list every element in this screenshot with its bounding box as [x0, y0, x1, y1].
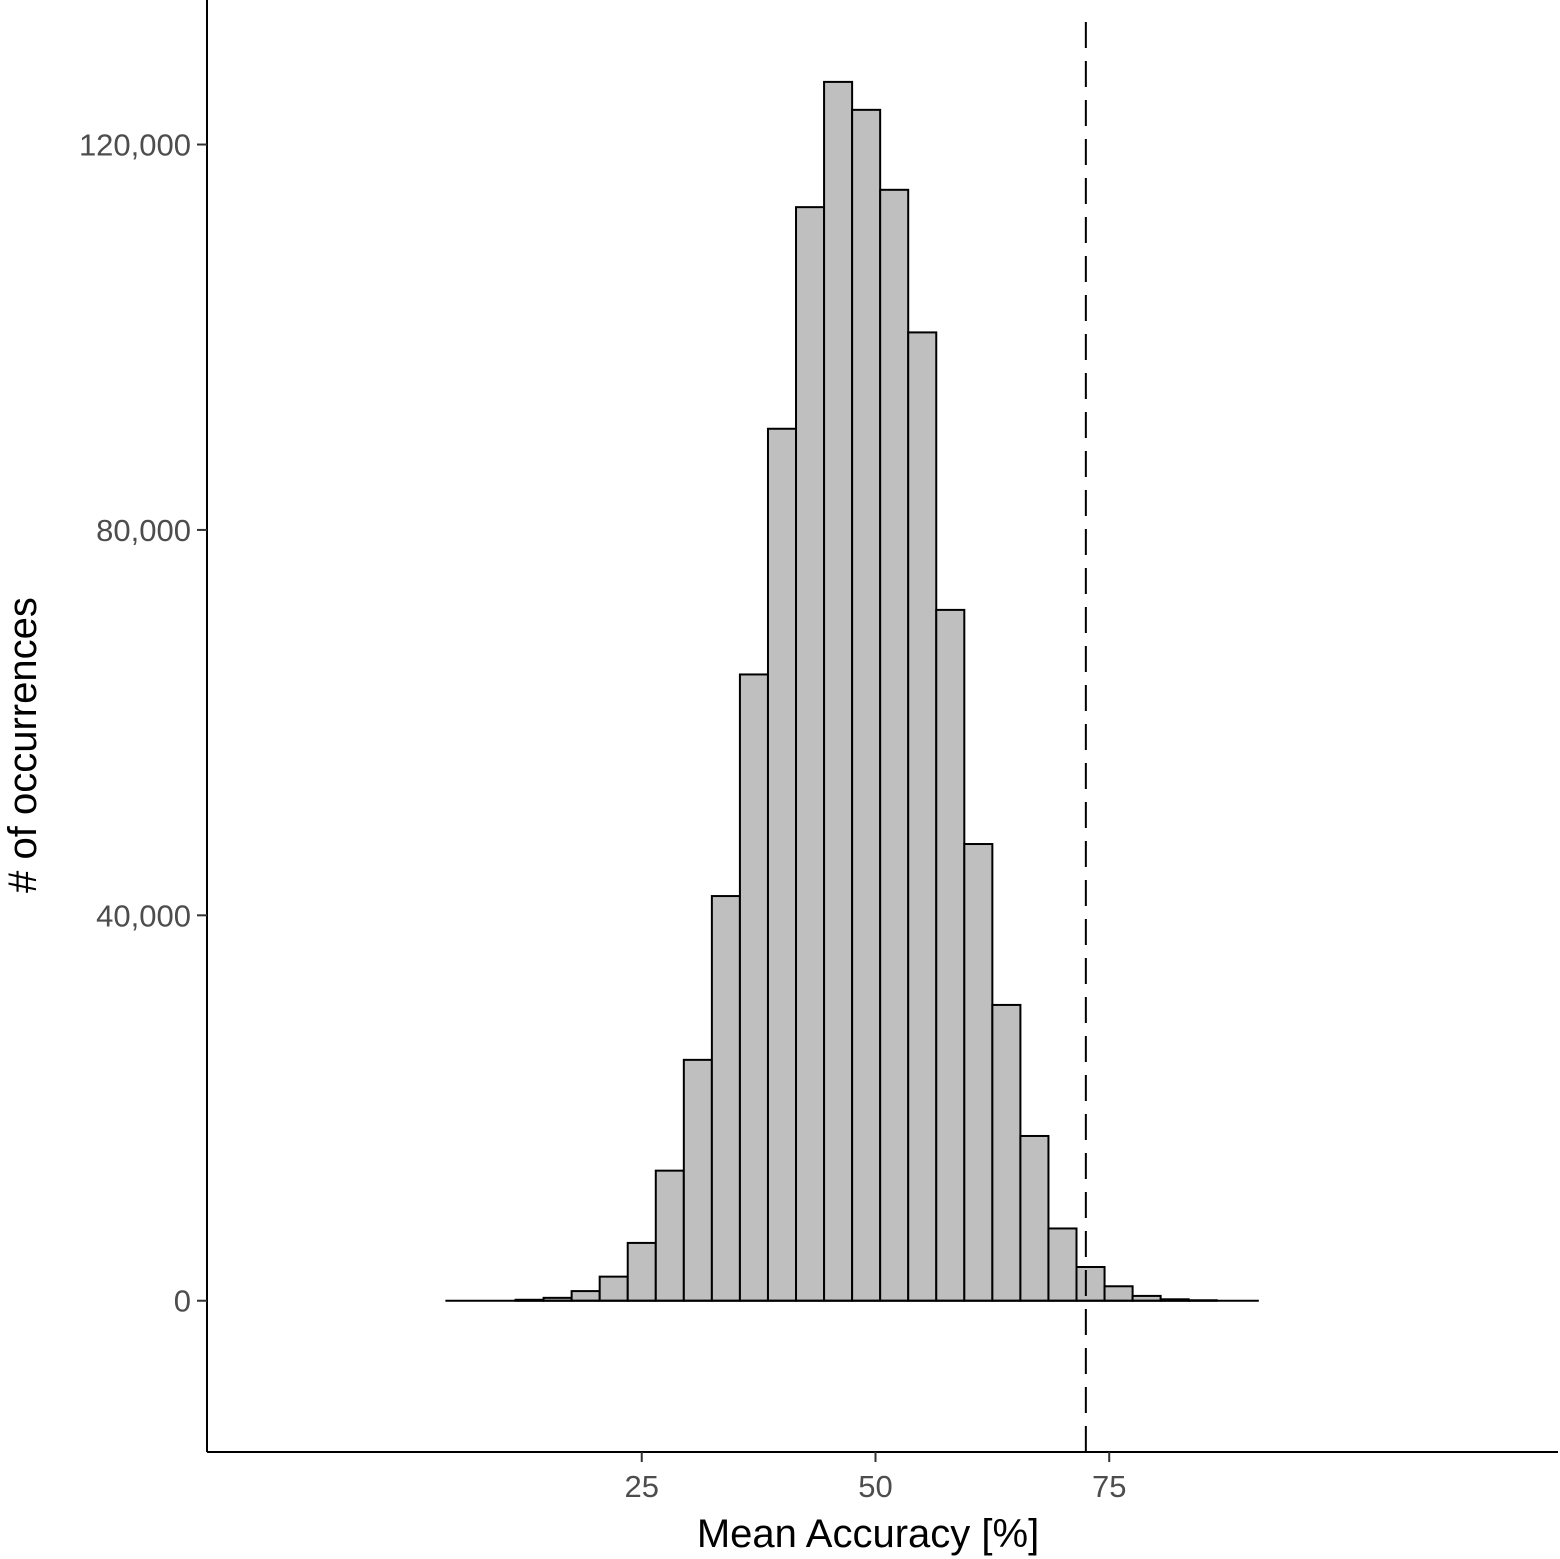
bars-group	[514, 80, 1218, 1302]
histogram-bar-13	[851, 108, 882, 1302]
x-axis-title: Mean Accuracy [%]	[697, 1512, 1039, 1556]
y-tick-label-2: 80,000	[96, 513, 191, 548]
histogram-bar-9	[738, 673, 769, 1302]
histogram-bar-3	[570, 1290, 601, 1302]
histogram-bar-4	[598, 1275, 629, 1302]
histogram-bar-7	[682, 1058, 713, 1302]
y-tick-label-3: 120,000	[79, 128, 191, 163]
histogram-bar-20	[1047, 1227, 1078, 1302]
x-tick-label-2: 75	[1092, 1469, 1126, 1504]
histogram-bar-18	[991, 1003, 1022, 1302]
histogram-bar-22	[1103, 1285, 1134, 1302]
histogram-bar-8	[710, 895, 741, 1302]
histogram-bar-10	[766, 427, 798, 1302]
histogram-bar-19	[1019, 1134, 1050, 1302]
y-tick-label-0: 0	[174, 1284, 191, 1319]
histogram-bar-14	[879, 188, 910, 1302]
x-tick-label-1: 50	[858, 1469, 892, 1504]
x-tick-label-0: 25	[625, 1469, 659, 1504]
histogram-bar-17	[963, 843, 994, 1302]
histogram-bar-16	[935, 608, 966, 1302]
y-axis-title: # of occurrences	[1, 597, 45, 893]
y-ticks-group: 0 40,000 80,000 120,000	[79, 128, 207, 1319]
x-ticks-group: 25 50 75	[625, 1452, 1126, 1504]
histogram-bar-5	[626, 1241, 657, 1302]
y-tick-label-1: 40,000	[96, 898, 191, 933]
histogram-bar-6	[654, 1169, 685, 1302]
histogram-bar-11	[795, 206, 826, 1302]
histogram-bar-15	[907, 331, 938, 1302]
histogram-bar-12	[823, 80, 854, 1302]
histogram-bar-21	[1075, 1266, 1106, 1302]
